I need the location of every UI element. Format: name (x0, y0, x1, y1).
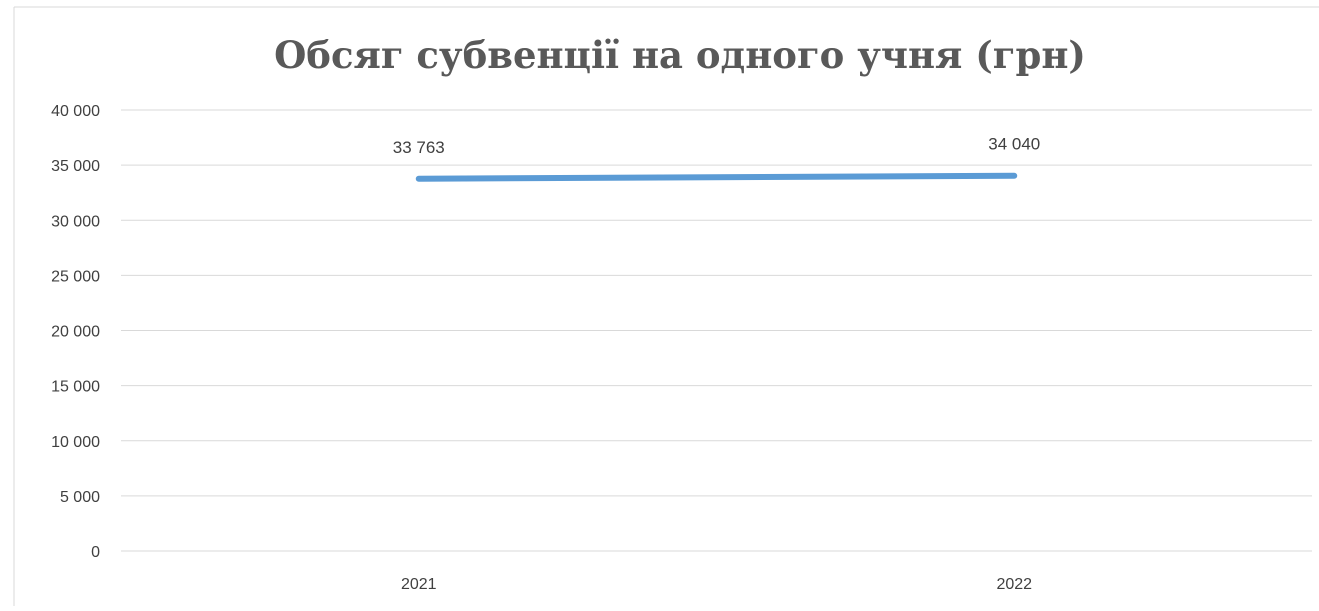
y-tick-label: 15 000 (51, 379, 100, 396)
y-tick-label: 40 000 (51, 103, 100, 120)
data-label: 34 040 (988, 135, 1040, 154)
x-tick-label: 2022 (996, 576, 1032, 593)
x-axis-ticks: 2021 2022 (401, 576, 1032, 593)
y-tick-label: 20 000 (51, 324, 100, 341)
series-line-0 (415, 172, 1018, 182)
y-tick-label: 10 000 (51, 434, 100, 451)
data-labels: 33 763 34 040 (393, 135, 1041, 157)
chart-title: Обсяг субвенції на одного учня (грн) (274, 33, 1086, 77)
data-label: 33 763 (393, 138, 445, 157)
y-tick-label: 5 000 (60, 489, 100, 506)
y-tick-label: 35 000 (51, 158, 100, 175)
series-lines (415, 172, 1018, 182)
y-tick-label: 25 000 (51, 268, 100, 285)
x-tick-label: 2021 (401, 576, 437, 593)
y-tick-label: 0 (91, 544, 100, 561)
y-axis-ticks: 0 5 000 10 000 15 000 20 000 25 000 30 000 35 0… (51, 103, 100, 561)
y-tick-label: 30 000 (51, 213, 100, 230)
chart-frame (13, 6, 1319, 606)
gridlines (121, 109, 1312, 552)
